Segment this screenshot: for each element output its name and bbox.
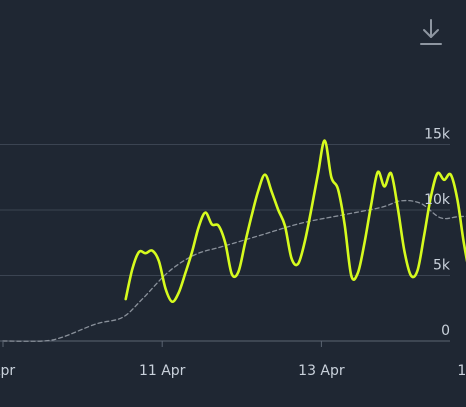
y-tick-label: 5k: [433, 258, 451, 274]
series-lines: [2, 139, 466, 342]
grid-lines: [0, 144, 450, 342]
x-tick-label: 13 Apr: [298, 363, 345, 379]
download-icon: [420, 19, 442, 45]
x-tick-label: 15 Apr: [457, 363, 466, 379]
download-button[interactable]: [420, 19, 442, 45]
y-tick-label: 15k: [424, 127, 451, 143]
x-tick-label: Apr: [0, 363, 15, 379]
x-tick-label: 11 Apr: [139, 363, 186, 379]
series-line-trend: [2, 199, 466, 342]
series-line-main: [124, 139, 466, 304]
y-axis-ticks: 0 5k 10k 15k: [424, 127, 451, 340]
y-tick-label: 0: [441, 323, 450, 339]
y-tick-label: 10k: [424, 192, 451, 208]
